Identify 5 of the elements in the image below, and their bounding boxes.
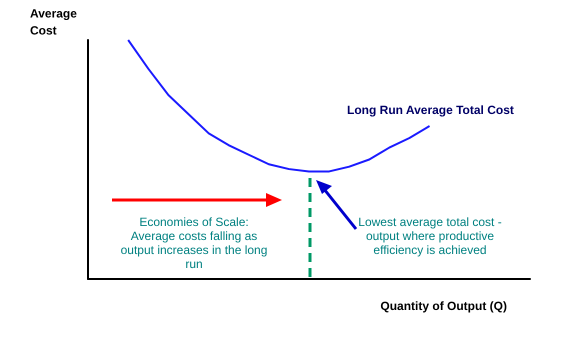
y-axis-title: Average Cost bbox=[30, 6, 78, 38]
annotation: Economies of Scale: Average costs falling as output increases in the long run bbox=[120, 215, 268, 271]
annotation: Long Run Average Total Cost bbox=[347, 103, 514, 117]
x-axis-title: Quantity of Output (Q) bbox=[380, 299, 508, 313]
annotation: Lowest average total cost - output where productive efficiency is achieved bbox=[358, 215, 502, 257]
